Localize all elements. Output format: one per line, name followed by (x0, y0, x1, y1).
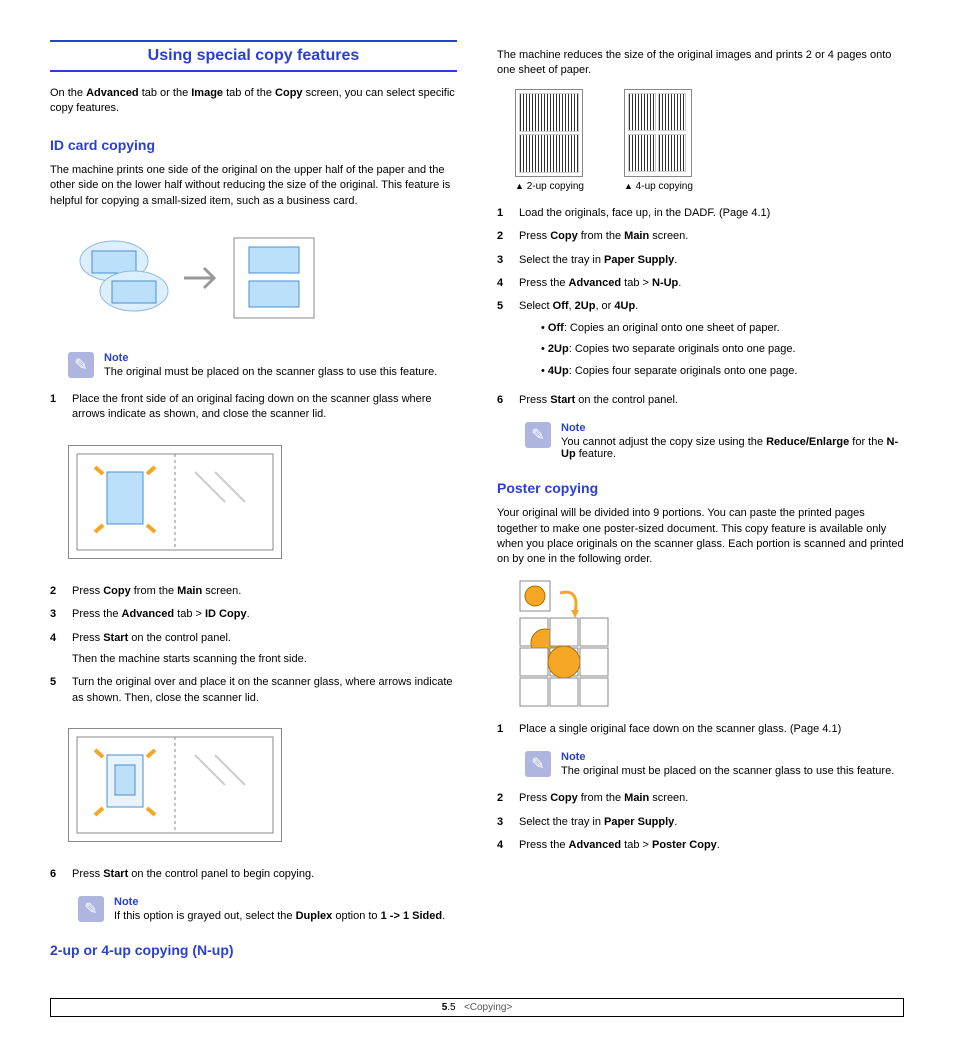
id-steps-2: 2 Press Copy from the Main screen. 3 Pre… (50, 580, 457, 710)
nup-para: The machine reduces the size of the orig… (497, 48, 904, 79)
pstep-4: 4 Press the Advanced tab > Poster Copy. (497, 834, 904, 857)
step-3: 3 Press the Advanced tab > ID Copy. (50, 603, 457, 626)
left-column: Using special copy features On the Advan… (50, 40, 457, 968)
note-3: ✎ Note You cannot adjust the copy size u… (525, 422, 904, 460)
id-steps-3: 6 Press Start on the control panel to be… (50, 863, 457, 886)
note-title: Note (114, 896, 457, 908)
id-steps: 1Place the front side of an original fac… (50, 388, 457, 427)
note-icon: ✎ (68, 352, 94, 378)
poster-diagram (515, 578, 904, 708)
rstep-1: 1Load the originals, face up, in the DAD… (497, 202, 904, 225)
note-text: If this option is grayed out, select the… (114, 910, 457, 922)
pstep-1: 1Place a single original face down on th… (497, 718, 904, 741)
rstep-3: 3 Select the tray in Paper Supply. (497, 249, 904, 272)
note-title: Note (561, 422, 904, 434)
note-text: The original must be placed on the scann… (561, 765, 904, 777)
poster-para: Your original will be divided into 9 por… (497, 506, 904, 568)
note-icon: ✎ (525, 422, 551, 448)
right-column: The machine reduces the size of the orig… (497, 40, 904, 968)
nup-steps: 1Load the originals, face up, in the DAD… (497, 202, 904, 413)
page-footer: 5.5 <Copying> (50, 998, 904, 1017)
pstep-3: 3 Select the tray in Paper Supply. (497, 811, 904, 834)
step-4-sub: Then the machine starts scanning the fro… (72, 652, 457, 667)
pstep-2: 2 Press Copy from the Main screen. (497, 787, 904, 810)
scanner-diagram-2 (68, 728, 282, 842)
note-1: ✎ Note The original must be placed on th… (68, 352, 457, 378)
main-title: Using special copy features (50, 40, 457, 72)
r5-4up: • 4Up: Copies four separate originals on… (519, 364, 904, 379)
id-card-para: The machine prints one side of the origi… (50, 163, 457, 209)
r5-off: • Off: Copies an original onto one sheet… (519, 321, 904, 336)
rstep-5: 5 Select Off, 2Up, or 4Up. • Off: Copies… (497, 295, 904, 389)
note-icon: ✎ (525, 751, 551, 777)
id-card-title: ID card copying (50, 137, 457, 153)
nup-title: 2-up or 4-up copying (N-up) (50, 942, 457, 958)
nup-2up: ▲ 2-up copying (515, 89, 584, 192)
step-5: 5Turn the original over and place it on … (50, 671, 457, 710)
section-name: <Copying> (464, 1002, 512, 1013)
r5-2up: • 2Up: Copies two separate originals ont… (519, 342, 904, 357)
step-1: 1Place the front side of an original fac… (50, 388, 457, 427)
note-icon: ✎ (78, 896, 104, 922)
step-6: 6 Press Start on the control panel to be… (50, 863, 457, 886)
rstep-4: 4 Press the Advanced tab > N-Up. (497, 272, 904, 295)
poster-steps: 1Place a single original face down on th… (497, 718, 904, 741)
rstep-6: 6 Press Start on the control panel. (497, 389, 904, 412)
id-card-diagram (68, 227, 340, 329)
step-4: 4 Press Start on the control panel. Then… (50, 627, 457, 672)
scanner-diagram-1 (68, 445, 282, 559)
rstep-2: 2 Press Copy from the Main screen. (497, 225, 904, 248)
nup-4up: ▲ 4-up copying (624, 89, 693, 192)
note-title: Note (561, 751, 904, 763)
page-content: Using special copy features On the Advan… (50, 40, 904, 968)
poster-title: Poster copying (497, 480, 904, 496)
note-text: The original must be placed on the scann… (104, 366, 457, 378)
nup-diagram-row: ▲ 2-up copying ▲ 4-up copying (515, 89, 904, 192)
note-4: ✎ Note The original must be placed on th… (525, 751, 904, 777)
note-text: You cannot adjust the copy size using th… (561, 436, 904, 460)
poster-steps-2: 2 Press Copy from the Main screen. 3 Sel… (497, 787, 904, 857)
note-2: ✎ Note If this option is grayed out, sel… (78, 896, 457, 922)
intro-text: On the Advanced tab or the Image tab of … (50, 86, 457, 117)
step-2: 2 Press Copy from the Main screen. (50, 580, 457, 603)
note-title: Note (104, 352, 457, 364)
